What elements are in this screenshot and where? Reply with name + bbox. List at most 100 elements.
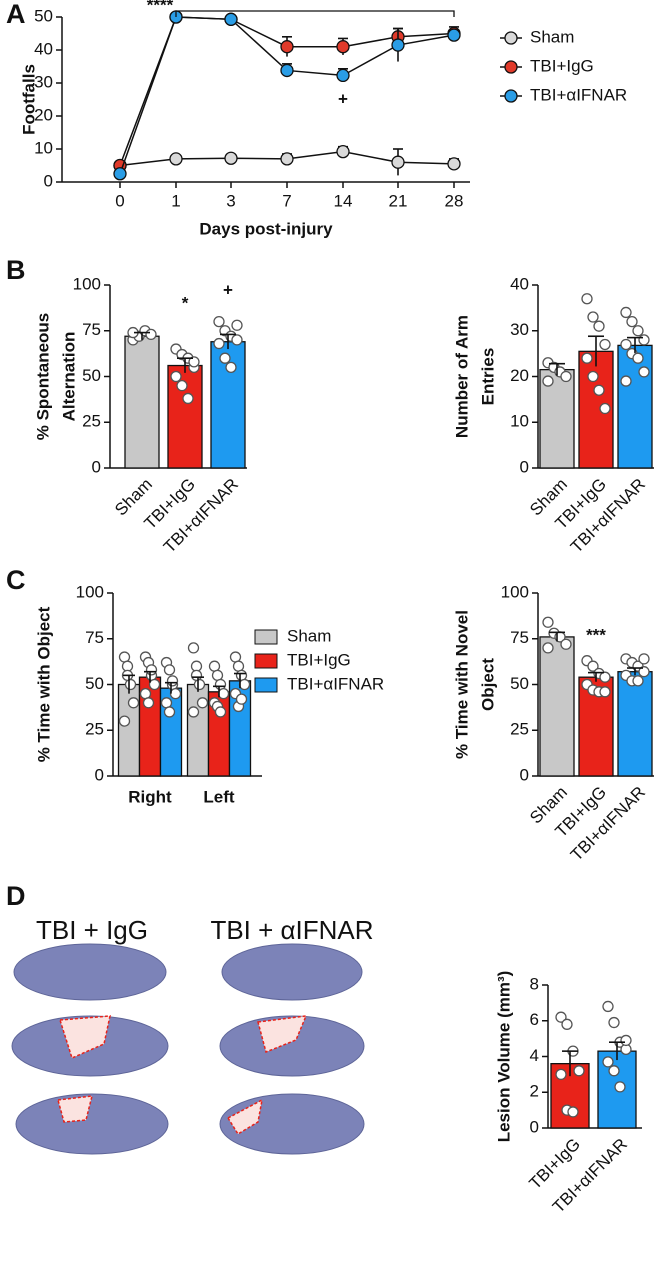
- data-point: [620, 375, 632, 387]
- y-tick-label: 50: [34, 6, 53, 25]
- data-point: [142, 697, 155, 709]
- lesion: [257, 1015, 308, 1054]
- legend-label: TBI+αIFNAR: [530, 85, 627, 104]
- data-point: [620, 1034, 632, 1047]
- data-point: [638, 653, 650, 665]
- data-point: [163, 706, 176, 718]
- marker: [391, 38, 405, 52]
- data-point: [118, 715, 131, 727]
- data-point: [587, 660, 599, 672]
- data-point: [160, 697, 173, 709]
- data-point: [620, 338, 632, 351]
- data-point: [232, 660, 245, 672]
- x-tick-label: 21: [389, 191, 408, 210]
- data-point: [614, 1081, 626, 1093]
- y-axis-label: Number of Arm: [452, 315, 471, 438]
- y-tick-label: 0: [520, 765, 529, 784]
- data-point: [599, 402, 611, 415]
- x-tick-label: Left: [203, 787, 235, 806]
- data-point: [213, 315, 225, 328]
- legend-swatch: [254, 677, 278, 693]
- y-tick-label: 50: [510, 674, 529, 693]
- y-tick-label: 10: [34, 138, 53, 157]
- image-title: TBI + αIFNAR: [210, 915, 373, 945]
- y-tick-label: 0: [530, 1117, 539, 1136]
- data-point: [587, 311, 599, 323]
- annotation: +: [338, 89, 348, 108]
- y-axis-label: % Spontaneous: [33, 313, 52, 441]
- y-tick-label: 50: [85, 674, 104, 693]
- x-tick-label: 7: [282, 191, 291, 210]
- marker: [280, 63, 294, 78]
- marker: [280, 40, 294, 54]
- y-tick-label: 8: [530, 974, 539, 993]
- brain-slice: [13, 943, 167, 1001]
- x-tick-label: 3: [226, 191, 235, 210]
- marker: [169, 152, 183, 166]
- data-point: [148, 678, 161, 691]
- brain-sections: [11, 943, 365, 1155]
- y-tick-label: 75: [82, 320, 101, 339]
- y-tick-label: 75: [510, 628, 529, 647]
- data-point: [225, 361, 237, 374]
- brain-slice: [221, 943, 363, 1001]
- marker: [113, 167, 127, 181]
- marker: [336, 144, 350, 159]
- y-tick-label: 75: [85, 628, 104, 647]
- data-point: [542, 616, 554, 628]
- lesion-outlines: [57, 1015, 308, 1136]
- y-tick-label: 0: [520, 457, 529, 476]
- lesion: [226, 1098, 264, 1136]
- data-point: [166, 675, 179, 687]
- legend-marker: [504, 89, 518, 103]
- y-tick-label: 20: [34, 105, 53, 124]
- y-axis-label: % Time with Novel: [452, 610, 471, 759]
- y-tick-label: 10: [510, 412, 529, 431]
- data-point: [188, 356, 200, 368]
- data-point: [231, 319, 243, 331]
- data-point: [608, 1016, 620, 1029]
- annotation: +: [223, 280, 233, 299]
- data-point: [587, 370, 599, 383]
- legend-label: Sham: [530, 27, 574, 46]
- marker: [280, 152, 294, 166]
- panel-label: D: [6, 881, 26, 911]
- x-tick-label: 1: [171, 191, 180, 210]
- data-point: [139, 688, 152, 700]
- data-point: [599, 686, 611, 698]
- x-axis-label: Days post-injury: [199, 219, 333, 238]
- data-point: [555, 1068, 567, 1081]
- data-point: [145, 328, 157, 341]
- bar: [617, 671, 653, 777]
- annotation: ***: [586, 625, 606, 644]
- data-point: [602, 1056, 614, 1068]
- data-point: [214, 706, 227, 718]
- significance-bracket: [175, 10, 455, 17]
- x-tick-label: 28: [445, 191, 464, 210]
- marker: [447, 157, 461, 171]
- data-point: [213, 337, 225, 350]
- x-tick-label: 0: [115, 191, 124, 210]
- data-point: [573, 1065, 585, 1077]
- y-tick-label: 40: [34, 39, 53, 58]
- y-axis-label: Object: [478, 658, 497, 711]
- bar: [617, 344, 653, 469]
- y-tick-label: 100: [501, 582, 529, 601]
- y-tick-label: 20: [510, 366, 529, 385]
- data-point: [567, 1106, 579, 1118]
- legend-swatch: [254, 629, 278, 645]
- data-point: [235, 693, 248, 705]
- data-point: [542, 642, 554, 654]
- legend-label: TBI+αIFNAR: [287, 674, 384, 693]
- data-point: [170, 370, 182, 383]
- y-tick-label: 100: [76, 582, 104, 601]
- data-point: [632, 325, 644, 337]
- panel-label: B: [6, 255, 26, 285]
- marker: [336, 68, 350, 83]
- data-point: [608, 1065, 620, 1077]
- y-tick-label: 6: [530, 1010, 539, 1029]
- y-tick-label: 25: [510, 720, 529, 739]
- y-axis-label: Footfalls: [19, 64, 38, 135]
- data-point: [217, 688, 230, 700]
